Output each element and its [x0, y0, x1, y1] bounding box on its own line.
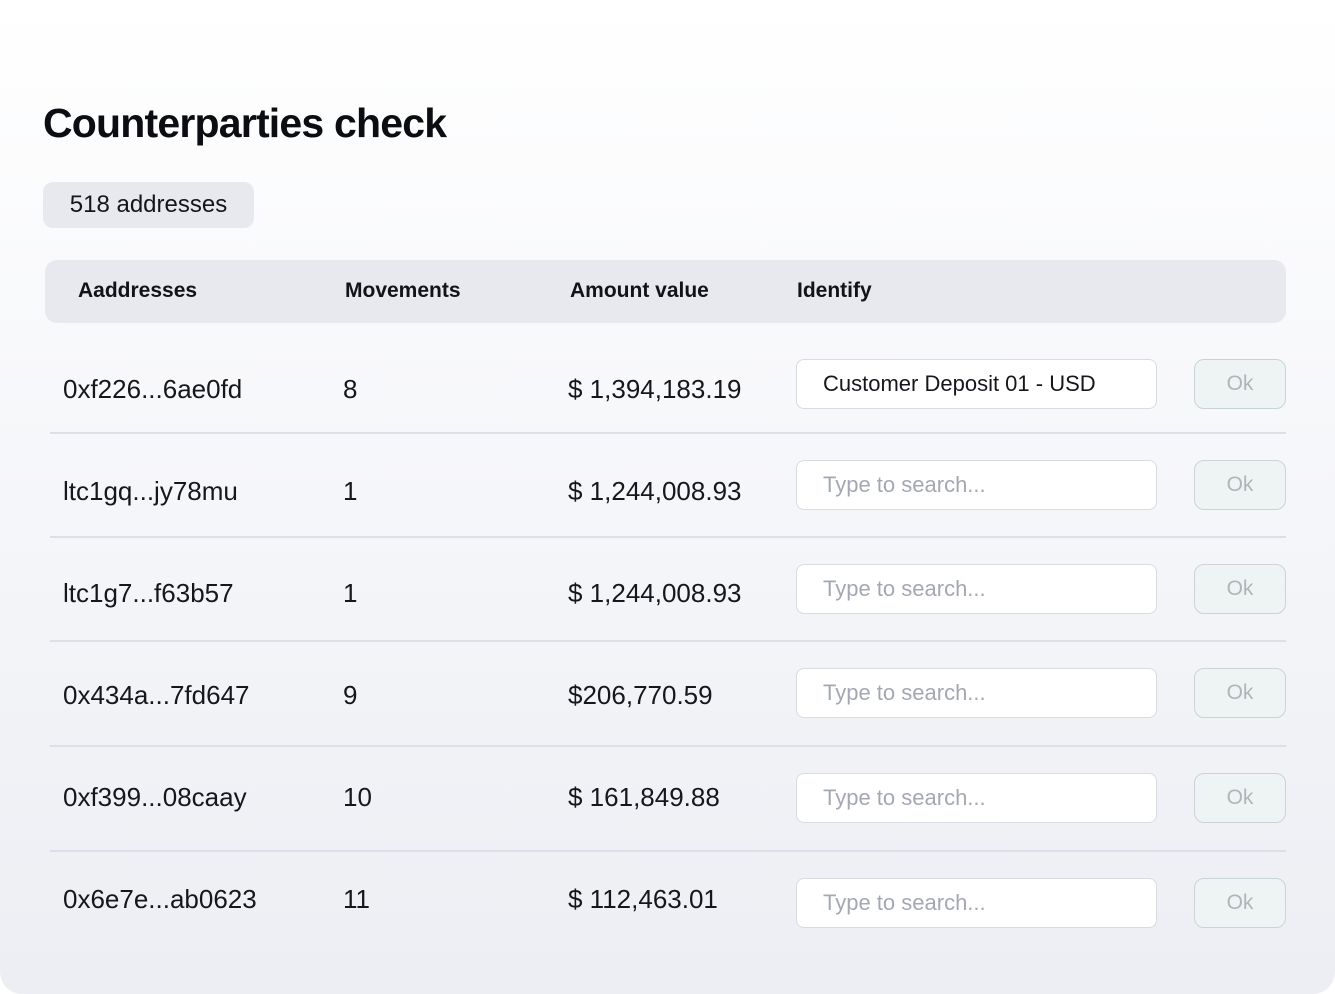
- identify-search-input[interactable]: [796, 668, 1157, 718]
- table-row: 0x6e7e...ab0623 11 $ 112,463.01 Ok: [0, 853, 1335, 955]
- table-row: ltc1gq...jy78mu 1 $ 1,244,008.93 Ok: [0, 436, 1335, 538]
- movements-cell: 1: [343, 578, 358, 608]
- movements-cell: 11: [343, 884, 370, 914]
- table-row: ltc1g7...f63b57 1 $ 1,244,008.93 Ok: [0, 540, 1335, 642]
- page-title: Counterparties check: [43, 100, 447, 146]
- address-count-badge: 518 addresses: [43, 182, 254, 228]
- identify-search-input[interactable]: [796, 460, 1157, 510]
- ok-button[interactable]: Ok: [1194, 668, 1286, 718]
- address-cell[interactable]: ltc1g7...f63b57: [63, 578, 234, 608]
- row-divider: [50, 640, 1286, 642]
- ok-button[interactable]: Ok: [1194, 460, 1286, 510]
- address-cell[interactable]: 0xf226...6ae0fd: [63, 374, 243, 404]
- address-cell[interactable]: 0x6e7e...ab0623: [63, 884, 257, 914]
- table-row: 0x434a...7fd647 9 $206,770.59 Ok: [0, 644, 1335, 746]
- ok-button[interactable]: Ok: [1194, 359, 1286, 409]
- column-header-identify[interactable]: Identify: [797, 279, 872, 302]
- identify-search-input[interactable]: [796, 878, 1157, 928]
- row-divider: [50, 536, 1286, 538]
- address-cell[interactable]: 0xf399...08caay: [63, 782, 247, 812]
- identify-search-input[interactable]: [796, 359, 1157, 409]
- amount-cell: $ 112,463.01: [568, 884, 718, 914]
- row-divider: [50, 432, 1286, 434]
- row-divider: [50, 745, 1286, 747]
- address-cell[interactable]: 0x434a...7fd647: [63, 680, 250, 710]
- row-divider: [50, 850, 1286, 852]
- table-header: Aaddresses Movements Amount value Identi…: [45, 260, 1286, 323]
- movements-cell: 10: [343, 782, 372, 812]
- movements-cell: 8: [343, 374, 358, 404]
- movements-cell: 9: [343, 680, 358, 710]
- ok-button[interactable]: Ok: [1194, 773, 1286, 823]
- ok-button[interactable]: Ok: [1194, 878, 1286, 928]
- amount-cell: $206,770.59: [568, 680, 713, 710]
- amount-cell: $ 1,394,183.19: [568, 374, 742, 404]
- amount-cell: $ 1,244,008.93: [568, 476, 742, 506]
- column-header-movements[interactable]: Movements: [345, 279, 461, 302]
- ok-button[interactable]: Ok: [1194, 564, 1286, 614]
- identify-search-input[interactable]: [796, 564, 1157, 614]
- table-row: 0xf399...08caay 10 $ 161,849.88 Ok: [0, 748, 1335, 850]
- address-cell[interactable]: ltc1gq...jy78mu: [63, 476, 238, 506]
- column-header-amount[interactable]: Amount value: [570, 279, 709, 302]
- amount-cell: $ 1,244,008.93: [568, 578, 742, 608]
- amount-cell: $ 161,849.88: [568, 782, 720, 812]
- table-row: 0xf226...6ae0fd 8 $ 1,394,183.19 Ok: [0, 334, 1335, 436]
- movements-cell: 1: [343, 476, 358, 506]
- column-header-addresses[interactable]: Aaddresses: [78, 279, 198, 302]
- identify-search-input[interactable]: [796, 773, 1157, 823]
